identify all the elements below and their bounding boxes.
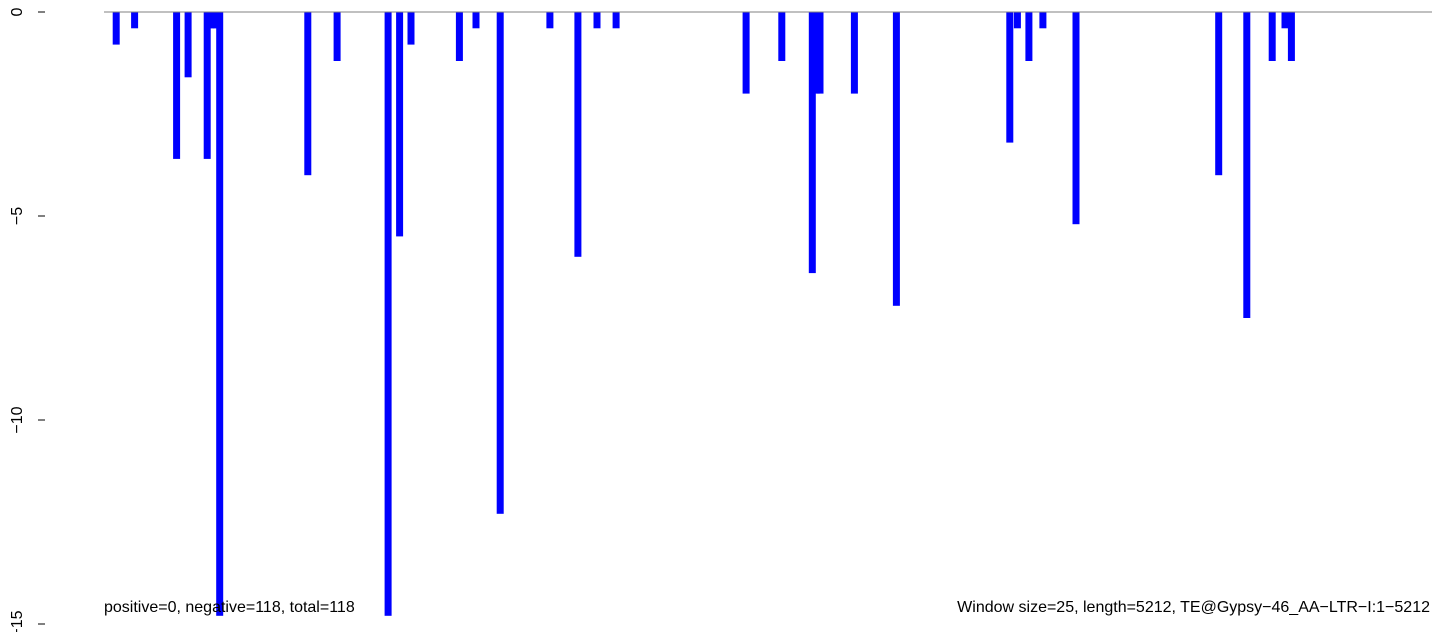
bar-35 <box>1268 12 1276 61</box>
bar-26 <box>850 12 858 94</box>
bar-31 <box>1039 12 1047 29</box>
bar-1 <box>131 12 139 29</box>
bar-2 <box>173 12 181 159</box>
bar-13 <box>407 12 415 45</box>
bar-21 <box>742 12 750 94</box>
y-tick-label-3: −15 <box>9 610 26 632</box>
bar-25 <box>816 12 824 94</box>
bar-9 <box>304 12 312 176</box>
bar-15 <box>472 12 480 29</box>
bar-11 <box>384 12 392 616</box>
bar-3 <box>184 12 192 78</box>
window-annotation: Window size=25, length=5212, TE@Gypsy−46… <box>957 599 1430 616</box>
bar-24 <box>812 12 820 94</box>
bar-33 <box>1215 12 1223 176</box>
y-axis: 0 −5 −10 −15 <box>9 7 45 632</box>
bar-10 <box>333 12 341 61</box>
summary-annotation: positive=0, negative=118, total=118 <box>104 599 355 616</box>
bar-18 <box>574 12 582 257</box>
bar-29 <box>1013 12 1021 29</box>
bar-14 <box>455 12 463 61</box>
bar-37 <box>1287 12 1295 61</box>
bar-16 <box>496 12 504 514</box>
bar-27 <box>892 12 900 306</box>
bar-20 <box>612 12 620 29</box>
bar-0 <box>112 12 120 45</box>
y-tick-label-2: −10 <box>9 406 26 433</box>
bar-19 <box>593 12 601 29</box>
bar-series <box>112 12 1295 616</box>
bar-36 <box>1281 12 1289 29</box>
y-tick-label-0: 0 <box>9 7 26 16</box>
bar-12 <box>396 12 404 237</box>
bar-22 <box>778 12 786 61</box>
bar-32 <box>1072 12 1080 225</box>
bar-8 <box>216 12 224 616</box>
bar-4 <box>203 12 211 159</box>
bar-28 <box>1006 12 1014 143</box>
bar-34 <box>1243 12 1251 318</box>
bar-17 <box>546 12 554 29</box>
bar-23 <box>808 12 816 274</box>
y-tick-label-1: −5 <box>9 207 26 225</box>
bar-30 <box>1025 12 1033 61</box>
